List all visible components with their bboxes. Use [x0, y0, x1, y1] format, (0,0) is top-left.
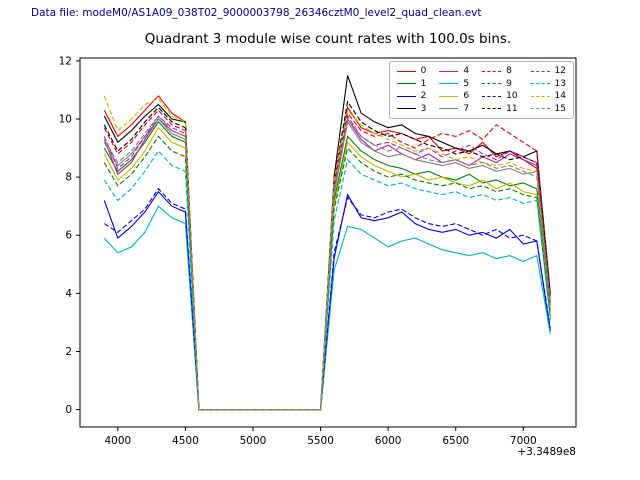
legend-label: 4 — [463, 66, 470, 77]
legend-label: 15 — [554, 103, 566, 114]
x-axis-offset-label: +3.3489e8 — [517, 446, 576, 458]
legend-label: 6 — [463, 91, 470, 102]
legend-line-swatch — [482, 108, 502, 110]
axes-frame — [79, 57, 577, 428]
series-line-3 — [103, 75, 551, 411]
legend-label: 9 — [506, 78, 512, 89]
x-tick-label: 4500 — [172, 435, 199, 447]
legend-line-swatch — [482, 83, 502, 85]
legend-line-swatch — [530, 70, 550, 72]
legend-item-10: 10 — [482, 90, 518, 102]
series-line-2 — [103, 190, 551, 411]
legend-line-swatch — [439, 108, 459, 110]
legend-item-11: 11 — [482, 103, 518, 115]
legend-item-2: 2 — [396, 90, 427, 102]
legend-item-12: 12 — [530, 65, 566, 77]
legend-item-4: 4 — [439, 65, 469, 77]
y-tick-label: 8 — [65, 172, 72, 184]
series-line-6 — [103, 126, 551, 411]
legend-item-13: 13 — [530, 78, 566, 90]
legend-line-swatch — [396, 70, 416, 72]
legend-line-swatch — [482, 95, 502, 97]
x-tick-label: 5000 — [240, 435, 267, 447]
y-tick-label: 2 — [65, 346, 72, 358]
legend-label: 5 — [463, 78, 470, 89]
legend-item-6: 6 — [439, 90, 469, 102]
legend-line-swatch — [439, 95, 459, 97]
series-line-9 — [103, 135, 551, 411]
x-tick-label: 6500 — [442, 435, 469, 447]
legend-item-3: 3 — [396, 103, 427, 115]
legend-line-swatch — [530, 108, 550, 110]
x-tick-label: 5500 — [307, 435, 334, 447]
series-line-8 — [103, 109, 551, 411]
series-line-12 — [103, 114, 551, 411]
series-line-10 — [104, 187, 551, 411]
x-tick-label: 7000 — [510, 435, 537, 447]
series-line-13 — [103, 150, 551, 411]
y-tick-label: 0 — [65, 404, 72, 416]
legend-item-0: 0 — [396, 65, 427, 77]
legend-item-14: 14 — [530, 90, 566, 102]
legend-item-8: 8 — [482, 65, 517, 77]
legend-label: 14 — [554, 91, 566, 102]
y-tick-label: 6 — [65, 230, 72, 242]
legend-item-1: 1 — [396, 78, 427, 90]
x-tick-label: 6000 — [375, 435, 402, 447]
legend-label: 3 — [420, 103, 427, 114]
y-tick-label: 12 — [59, 55, 72, 67]
legend-line-swatch — [396, 83, 416, 85]
legend-line-swatch — [396, 95, 416, 97]
chart-title: Quadrant 3 module wise count rates with … — [144, 31, 512, 47]
legend-item-15: 15 — [530, 103, 566, 115]
legend-label: 1 — [420, 78, 427, 89]
series-line-15 — [103, 115, 551, 411]
y-tick-label: 4 — [65, 288, 72, 300]
legend-line-swatch — [530, 95, 550, 97]
legend: 0 1 2 3 4 5 6 7 8 9 10 11 12 13 14 15 — [388, 61, 574, 119]
legend-line-swatch — [439, 83, 459, 85]
legend-label: 12 — [554, 66, 566, 77]
legend-item-9: 9 — [482, 78, 517, 90]
legend-item-5: 5 — [439, 78, 469, 90]
legend-line-swatch — [482, 70, 502, 72]
legend-line-swatch — [530, 83, 550, 85]
y-tick-label: 10 — [59, 114, 72, 126]
legend-label: 13 — [554, 78, 566, 89]
legend-label: 8 — [506, 66, 512, 77]
legend-label: 10 — [506, 91, 518, 102]
legend-line-swatch — [396, 108, 416, 110]
data-file-label: Data file: modeM0/AS1A09_038T02_90000037… — [31, 7, 482, 19]
legend-label: 11 — [506, 103, 518, 114]
legend-label: 2 — [420, 91, 427, 102]
x-tick-label: 4000 — [104, 435, 131, 447]
series-line-11 — [103, 100, 551, 411]
series-line-5 — [103, 205, 551, 411]
legend-line-swatch — [439, 70, 459, 72]
legend-item-7: 7 — [439, 103, 469, 115]
legend-label: 7 — [463, 103, 470, 114]
legend-label: 0 — [420, 66, 427, 77]
